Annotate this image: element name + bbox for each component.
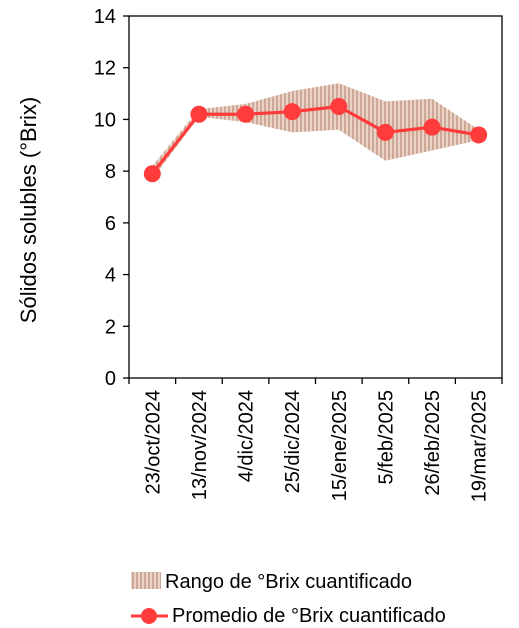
legend-label-average: Promedio de °Brix cuantificado xyxy=(172,605,446,627)
range-band xyxy=(152,83,479,179)
legend: Rango de °Brix cuantificado Promedio de … xyxy=(131,571,446,627)
average-point xyxy=(143,165,161,183)
y-tick-label: 0 xyxy=(105,368,116,390)
x-tick-labels: 23/oct/2024 13/nov/2024 4/dic/2024 25/dic/2… xyxy=(142,390,490,502)
y-tick-label: 14 xyxy=(94,6,116,28)
x-tick-label: 13/nov/2024 xyxy=(189,390,211,500)
legend-label-range: Rango de °Brix cuantificado xyxy=(165,571,412,593)
average-point xyxy=(237,105,255,123)
x-tick-label: 19/mar/2025 xyxy=(469,390,491,502)
y-tick-label: 2 xyxy=(105,316,116,338)
x-tick-label: 4/dic/2024 xyxy=(236,390,258,482)
y-tick-label: 4 xyxy=(105,265,116,287)
legend-swatch-range xyxy=(131,572,161,589)
y-tick-labels: 0 2 4 6 8 10 12 14 xyxy=(94,6,116,390)
average-point xyxy=(376,123,394,141)
average-point xyxy=(330,98,348,115)
x-tick-label: 23/oct/2024 xyxy=(142,390,164,495)
y-axis-label: Sólidos solubles (°Brix) xyxy=(16,97,41,323)
average-line-layer xyxy=(143,98,488,183)
x-tick-label: 26/feb/2025 xyxy=(422,390,444,496)
axes xyxy=(123,15,503,384)
x-tick-label: 15/ene/2025 xyxy=(329,390,351,501)
range-band-layer xyxy=(152,83,479,179)
x-tick-label: 5/feb/2025 xyxy=(375,390,397,485)
y-tick-label: 6 xyxy=(105,213,116,235)
average-point xyxy=(190,105,208,123)
y-tick-label: 12 xyxy=(94,58,116,80)
y-tick-label: 10 xyxy=(94,109,116,131)
legend-swatch-marker xyxy=(141,608,157,624)
average-point xyxy=(470,126,488,144)
x-tick-label: 25/dic/2024 xyxy=(282,390,304,493)
average-point xyxy=(423,118,441,136)
average-point xyxy=(283,103,301,121)
y-tick-label: 8 xyxy=(105,161,116,183)
plot-frame xyxy=(128,15,503,379)
